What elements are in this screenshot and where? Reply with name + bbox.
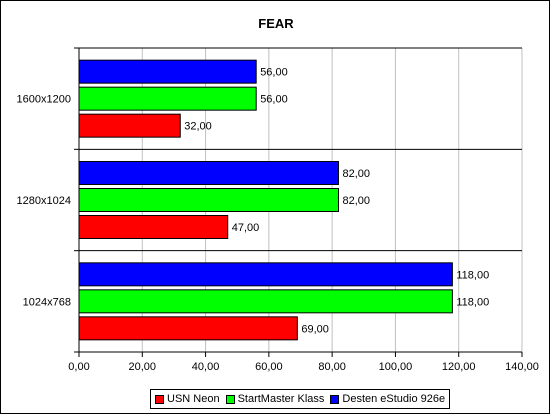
x-tick-label-120: 120,00	[442, 361, 476, 373]
legend-label-startmaster-klass: StartMaster Klass	[237, 393, 325, 405]
chart-legend: USN Neon StartMaster Klass Desten eStudi…	[150, 389, 451, 409]
data-label-usn-neon-1024x768: 69,00	[301, 323, 329, 335]
bar-desten-estudio-926e-1024x768	[78, 262, 453, 287]
category-label-1280x1024: 1280x1024	[17, 195, 71, 207]
legend-label-usn-neon: USN Neon	[167, 393, 220, 405]
x-tick-label-80: 80,00	[318, 361, 346, 373]
axis-layer	[74, 47, 523, 357]
x-tick-label-140: 140,00	[505, 361, 539, 373]
x-tick-label-100: 100,00	[379, 361, 413, 373]
bar-startmaster-klass-1280x1024	[78, 188, 339, 212]
legend-item-startmaster-klass: StartMaster Klass	[225, 393, 325, 405]
bar-usn-neon-1024x768	[78, 316, 298, 341]
legend-swatch-usn-neon	[155, 394, 164, 404]
data-label-desten-estudio-926e-1280x1024: 82,00	[342, 168, 370, 180]
x-tick-label-0: 0,00	[68, 361, 89, 373]
legend-swatch-desten-estudio	[330, 394, 340, 404]
chart-title: FEAR	[258, 16, 294, 31]
legend-item-usn-neon: USN Neon	[155, 393, 220, 405]
data-label-usn-neon-1600x1200: 32,00	[184, 121, 212, 133]
bar-usn-neon-1280x1024	[78, 215, 229, 239]
label-layer: 0,00 20,00 40,00 60,00 80,00 100,00 120,00 140,…	[17, 67, 539, 373]
x-tick-label-20: 20,00	[129, 361, 157, 373]
bar-startmaster-klass-1024x768	[78, 289, 453, 314]
bar-layer	[78, 59, 453, 341]
x-tick-label-40: 40,00	[192, 361, 220, 373]
data-label-startmaster-klass-1024x768: 118,00	[456, 296, 489, 308]
bar-desten-estudio-926e-1600x1200	[78, 59, 257, 84]
category-label-1600x1200: 1600x1200	[17, 94, 71, 106]
bar-usn-neon-1600x1200	[78, 113, 181, 138]
legend-label-desten-estudio: Desten eStudio 926e	[342, 393, 446, 405]
x-tick-label-60: 60,00	[255, 361, 283, 373]
legend-item-desten-estudio: Desten eStudio 926e	[330, 393, 445, 405]
category-label-1024x768: 1024x768	[23, 296, 71, 308]
data-label-startmaster-klass-1280x1024: 82,00	[342, 195, 370, 207]
data-label-startmaster-klass-1600x1200: 56,00	[260, 94, 288, 106]
data-label-desten-estudio-926e-1600x1200: 56,00	[260, 67, 288, 79]
bar-desten-estudio-926e-1280x1024	[78, 161, 339, 185]
legend-swatch-startmaster-klass	[225, 394, 235, 404]
data-label-desten-estudio-926e-1024x768: 118,00	[456, 269, 489, 281]
data-label-usn-neon-1280x1024: 47,00	[232, 222, 260, 234]
bar-startmaster-klass-1600x1200	[78, 86, 257, 111]
